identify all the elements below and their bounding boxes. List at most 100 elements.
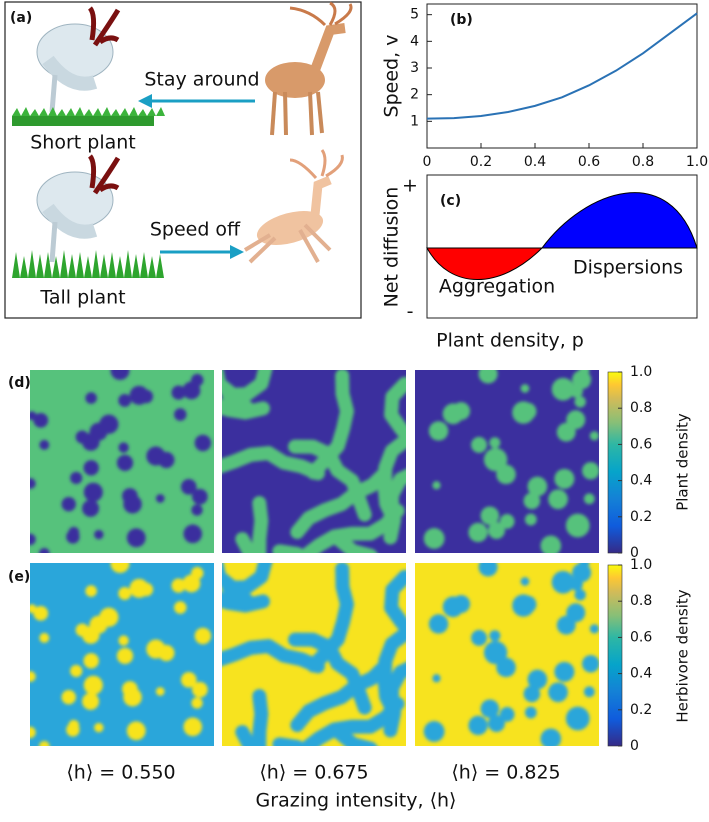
colorbar-tick-label: 0.4 (630, 473, 652, 489)
spot (572, 563, 592, 583)
spot (520, 577, 530, 586)
spot (480, 506, 500, 525)
colorbar (607, 564, 623, 747)
arrow (138, 94, 255, 108)
spot (39, 439, 50, 450)
spot (572, 370, 592, 390)
spot (583, 493, 595, 505)
arrow (160, 245, 244, 259)
spot (556, 615, 576, 635)
colorbar-label: Herbivore density (674, 589, 692, 722)
spot (85, 392, 97, 404)
spot (30, 411, 37, 421)
spot (123, 687, 142, 707)
x-tick-label: 0.4 (524, 154, 546, 170)
grazing-deer-bottom (36, 154, 121, 263)
spot (182, 381, 201, 400)
spot (551, 570, 575, 594)
spot (483, 447, 508, 472)
plant-label: Tall plant (39, 287, 125, 309)
stripe (298, 696, 405, 746)
spot (432, 674, 441, 683)
colorbar-tick-label: 0 (630, 738, 639, 754)
stripe (298, 503, 405, 553)
spot (85, 585, 97, 597)
spot (471, 436, 488, 453)
colorbar-label: Plant density (674, 413, 692, 511)
y-tick-label: 3 (410, 60, 419, 76)
spot (468, 715, 488, 736)
colorbar-tick-label: 0.6 (630, 629, 652, 645)
x-tick-label: 0.6 (578, 154, 600, 170)
spot (99, 607, 119, 627)
spot (182, 574, 201, 593)
spot (155, 687, 165, 696)
spot (191, 697, 203, 709)
spot (540, 728, 562, 746)
colorbar-tick-label: 1.0 (630, 557, 652, 573)
spot (565, 513, 590, 538)
spot (478, 563, 498, 577)
colorbar-tick-label: 0 (630, 545, 639, 561)
spot (183, 524, 203, 544)
spot (194, 627, 212, 645)
spot (61, 690, 76, 705)
pattern-maps: 00.20.40.60.81.000.20.40.60.81.0 (30, 364, 652, 754)
stripe (290, 465, 393, 540)
spot (520, 384, 530, 393)
aggregation-label: Aggregation (439, 276, 555, 298)
stripe (222, 563, 273, 596)
stripe (222, 563, 254, 608)
speed-chart: (b) Speed, v 1 2 3 4 5 0 0.2 0.4 0.6 0.8 1.0 (381, 3, 708, 170)
standing-deer (265, 1, 353, 136)
stripe (332, 532, 378, 553)
plant-label: Short plant (30, 132, 136, 154)
stripe (222, 370, 273, 403)
stripe (222, 370, 254, 415)
spot (192, 488, 208, 505)
spot (556, 422, 576, 442)
spot (171, 385, 186, 400)
stripe (252, 689, 269, 746)
column-label: ⟨h⟩ = 0.825 (451, 762, 560, 784)
spot (83, 675, 103, 695)
spot (423, 721, 445, 742)
spot (68, 719, 80, 731)
spot (126, 721, 146, 741)
spot (116, 454, 134, 472)
x-tick-label: 0.2 (470, 154, 492, 170)
stripe (384, 569, 406, 638)
spot (540, 535, 562, 553)
spot (499, 514, 515, 529)
action-label: Stay around (144, 69, 259, 91)
spot (82, 433, 100, 451)
colorbar-tick-label: 0.8 (630, 593, 652, 609)
spot (499, 707, 515, 722)
stripe (384, 661, 406, 714)
colorbar-tick-label: 1.0 (630, 364, 652, 380)
spot (589, 431, 599, 441)
spot (110, 370, 130, 381)
colorbar (607, 371, 623, 554)
leaping-deer (243, 149, 344, 264)
spot (83, 460, 99, 476)
speed-line (426, 12, 698, 120)
spot (527, 669, 548, 690)
spot (30, 533, 36, 546)
spot (452, 595, 471, 613)
spot (99, 414, 119, 434)
spot (432, 481, 441, 490)
spot (191, 504, 203, 516)
spot (452, 402, 471, 420)
spot (118, 394, 132, 407)
colorbar-tick-label: 0.4 (630, 666, 652, 682)
panel-label: (d) (8, 375, 31, 391)
map-features (30, 563, 212, 746)
stripe (222, 639, 325, 674)
spot (82, 499, 100, 517)
spot (192, 681, 208, 698)
spot (489, 437, 501, 449)
spot (519, 402, 537, 421)
stripe (222, 446, 325, 481)
